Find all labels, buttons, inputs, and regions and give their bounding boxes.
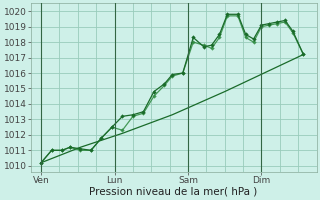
X-axis label: Pression niveau de la mer( hPa ): Pression niveau de la mer( hPa ): [90, 187, 258, 197]
